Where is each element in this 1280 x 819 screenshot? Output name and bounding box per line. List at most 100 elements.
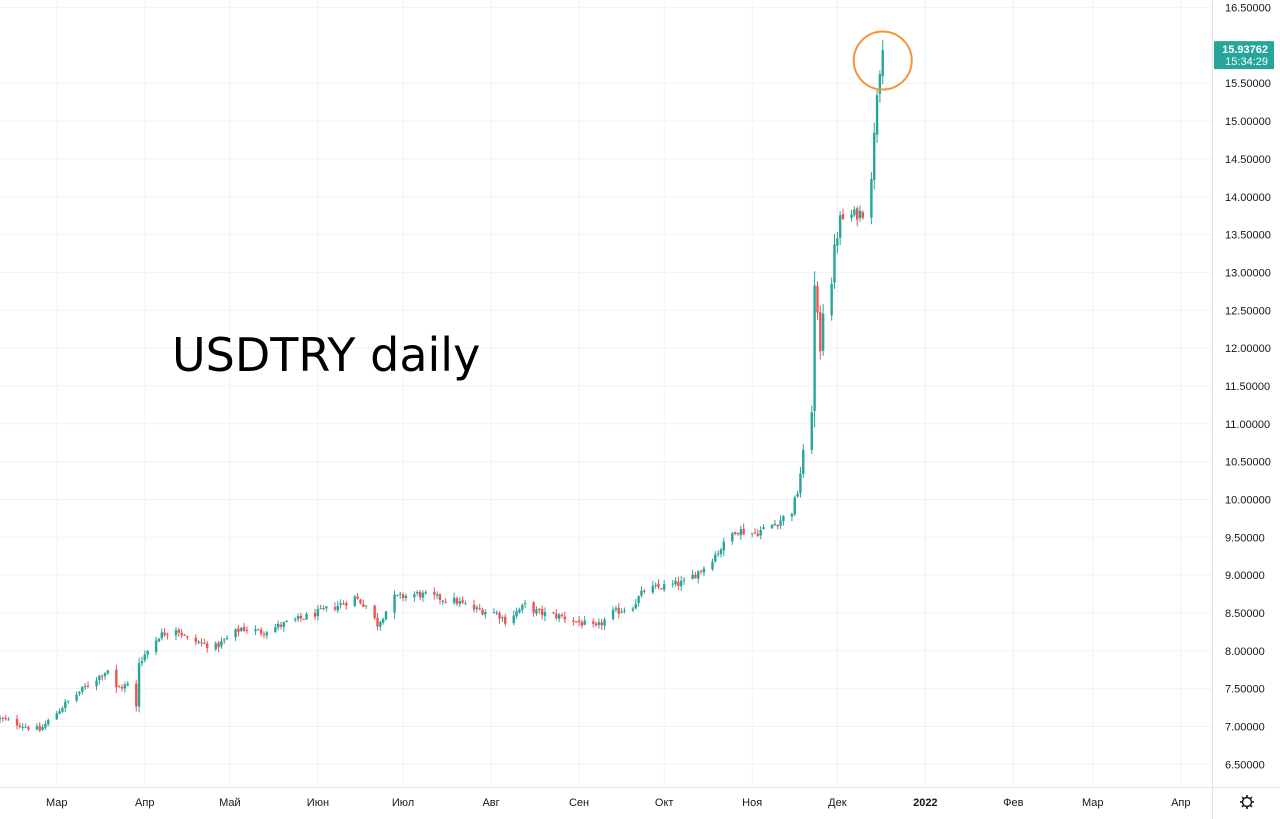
candle-body	[651, 585, 655, 593]
candle-body	[115, 669, 118, 688]
candle-body	[677, 581, 680, 586]
candle-body	[540, 609, 544, 616]
candle-body	[543, 612, 547, 617]
candle-body	[322, 608, 325, 610]
candle-body	[742, 528, 745, 535]
candle-body	[614, 608, 618, 610]
candle-body	[38, 725, 41, 731]
candle-body	[393, 594, 396, 613]
y-tick-label: 11.50000	[1225, 381, 1270, 393]
y-tick-label: 10.00000	[1225, 494, 1271, 506]
y-tick-label: 12.00000	[1225, 343, 1271, 355]
candle-body	[617, 607, 620, 614]
x-tick-label: Май	[219, 797, 241, 809]
candle-body	[472, 604, 476, 610]
candle-body	[733, 532, 737, 534]
candle-body	[254, 629, 257, 632]
candle-body	[770, 524, 774, 529]
candle-body	[214, 643, 217, 650]
candle-body	[279, 624, 283, 627]
candle-body	[413, 594, 416, 598]
candle-body	[282, 622, 286, 627]
candle-body	[177, 629, 181, 633]
candle-body	[722, 541, 725, 551]
candle-body	[821, 313, 825, 351]
candle-body	[100, 676, 104, 678]
candle-body	[501, 617, 504, 619]
y-tick-label: 9.00000	[1225, 570, 1265, 582]
x-tick-label: Окт	[655, 797, 674, 809]
candle-body	[336, 605, 339, 611]
candle-body	[404, 596, 408, 599]
candle-body	[274, 627, 277, 633]
candle-body	[819, 312, 822, 352]
candle-body	[339, 603, 342, 605]
y-tick-label: 7.00000	[1225, 721, 1265, 733]
gear-icon[interactable]	[1240, 795, 1254, 809]
candle-body	[81, 686, 84, 692]
candle-body	[623, 610, 626, 612]
candle-body	[166, 634, 169, 636]
candle-body	[353, 596, 357, 606]
candle-body	[64, 701, 67, 709]
candle-body	[515, 611, 518, 617]
candle-body	[259, 629, 263, 634]
candle-body	[47, 720, 50, 725]
candle-body	[552, 612, 555, 614]
candle-body	[504, 616, 507, 624]
candle-body	[242, 626, 246, 631]
candle-body	[711, 561, 714, 570]
candle-body	[498, 613, 501, 619]
candle-body	[714, 554, 717, 562]
candle-body	[342, 603, 345, 605]
y-tick-label: 7.50000	[1225, 684, 1265, 696]
candle-body	[776, 524, 779, 527]
candle-body	[873, 132, 876, 180]
candle-body	[580, 622, 584, 626]
y-tick-label: 16.50000	[1225, 3, 1271, 15]
candle-body	[702, 568, 706, 573]
candle-body	[793, 497, 796, 515]
candle-body	[27, 727, 30, 730]
candle-body	[603, 619, 606, 626]
candle-body	[452, 597, 456, 603]
x-tick-label: Сен	[569, 797, 589, 809]
candle-body	[759, 530, 762, 536]
x-tick-label: Апр	[1171, 797, 1190, 809]
y-tick-label: 13.00000	[1225, 267, 1271, 279]
candle-body	[592, 621, 595, 624]
candle-body	[416, 591, 419, 594]
candle-body	[640, 590, 643, 596]
y-tick-label: 8.00000	[1225, 646, 1265, 658]
x-tick-label: Дек	[828, 797, 847, 809]
candle-body	[362, 603, 365, 607]
candle-body	[364, 605, 368, 607]
candle-body	[654, 584, 657, 586]
candle-body	[135, 683, 138, 707]
candle-body	[285, 621, 288, 623]
candle-body	[731, 533, 734, 542]
candle-body	[381, 619, 385, 623]
candle-body	[302, 618, 305, 620]
candle-body	[535, 609, 538, 614]
candle-body	[356, 596, 359, 599]
candle-body	[120, 686, 124, 689]
candle-body	[475, 607, 479, 609]
candle-body	[118, 686, 121, 688]
candle-body	[200, 642, 203, 644]
candle-body	[699, 570, 703, 572]
candle-body	[24, 726, 27, 728]
candle-body	[464, 603, 467, 605]
y-tick-label: 11.00000	[1225, 419, 1270, 431]
candle-body	[313, 612, 317, 617]
candle-body	[7, 719, 10, 721]
candle-body	[600, 622, 603, 626]
candle-body	[796, 493, 799, 497]
candle-body	[680, 580, 683, 587]
candle-body	[597, 622, 601, 625]
candle-body	[157, 638, 161, 642]
candle-body	[583, 620, 586, 625]
candle-body	[265, 632, 269, 636]
candle-body	[384, 611, 388, 620]
